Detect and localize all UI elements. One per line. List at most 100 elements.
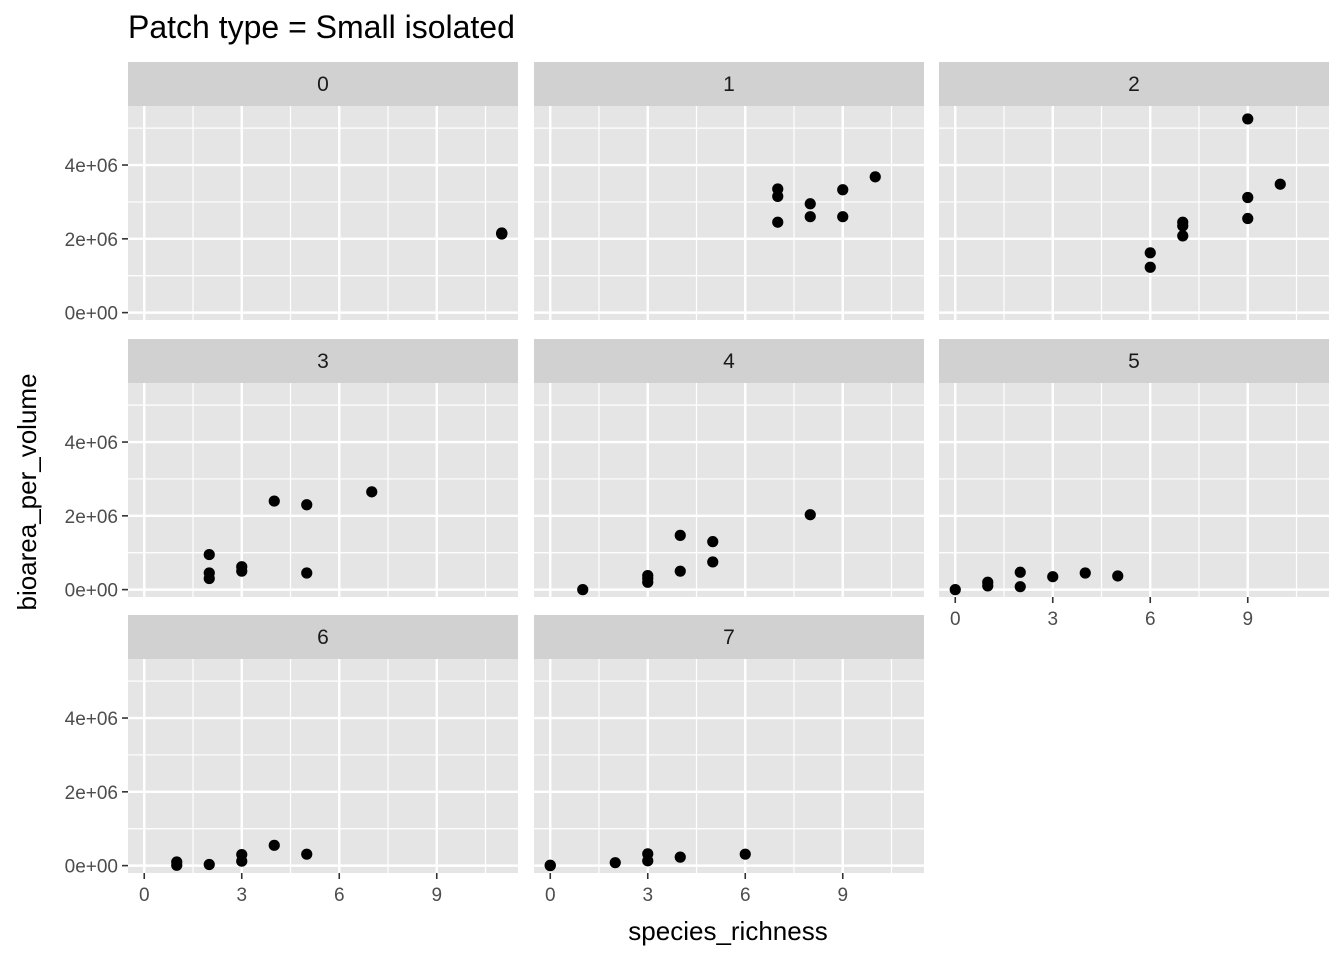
y-tick-label: 2e+06 [65,507,118,528]
data-point [301,848,313,860]
facet-strip [128,62,518,106]
data-point [772,216,784,228]
data-point [1112,570,1124,582]
data-point [366,486,378,498]
data-point [674,851,686,863]
facet-panel-7: 7 0 3 6 9 [534,615,924,906]
data-point [674,565,686,577]
data-point [804,211,816,223]
facet-panel-3: 3 0e+00 2e+06 4e+06 [65,339,518,602]
data-point [772,190,784,202]
data-point [982,580,994,592]
x-tick-label: 6 [334,885,345,906]
data-point [203,572,215,585]
data-point [869,171,881,183]
chart-title: Patch type = Small isolated [128,9,515,45]
data-point [544,859,556,871]
y-tick-label: 0e+00 [65,857,118,878]
panel-background [128,383,518,597]
data-point [1014,566,1026,578]
facet-strip-label: 3 [317,350,329,373]
y-axis-title: bioarea_per_volume [12,373,42,610]
facet-strip-label: 6 [317,626,329,649]
facet-strip-label: 1 [723,73,735,96]
y-tick-label: 0e+00 [65,581,118,602]
x-tick-label: 3 [236,885,247,906]
data-point [301,499,313,511]
data-point [301,567,313,579]
facet-strip-label: 4 [723,350,735,373]
panel-background [939,106,1329,320]
x-tick-label: 3 [642,885,653,906]
data-point [642,855,654,867]
panel-background [534,659,924,873]
x-tick-label: 9 [1242,609,1253,630]
data-point [268,495,280,507]
facet-strip-label: 0 [317,73,329,96]
data-point [804,509,816,521]
facet-strip-label: 2 [1128,73,1140,96]
data-point [268,839,280,851]
facet-panel-1: 1 [534,62,924,320]
data-point [739,848,751,860]
facet-panel-6: 6 0e+00 2e+06 4e+06 0 3 6 9 [65,615,518,906]
data-point [949,584,961,596]
data-point [1047,571,1059,583]
data-point [577,584,589,596]
x-tick-label: 6 [740,885,751,906]
data-point [1242,212,1254,225]
y-tick-label: 4e+06 [65,433,118,454]
data-point [707,556,719,568]
y-tick-label: 2e+06 [65,783,118,804]
x-tick-label: 3 [1047,609,1058,630]
facet-strip [128,339,518,383]
data-point [1079,567,1091,579]
facet-strip [939,62,1329,106]
data-point [1177,220,1189,232]
panel-background [128,106,518,320]
data-point [1242,113,1254,125]
y-tick-label: 4e+06 [65,156,118,177]
data-point [804,198,816,210]
data-point [203,548,215,561]
panel-background [534,383,924,597]
facet-panel-5: 5 0 3 6 9 [939,339,1329,630]
facet-panel-4: 4 [534,339,924,597]
data-point [837,184,849,196]
data-point [1144,247,1156,259]
facet-strip-label: 7 [723,626,735,649]
data-point [1242,191,1254,204]
data-point [837,211,849,223]
y-tick-label: 2e+06 [65,230,118,251]
panel-background [534,106,924,320]
facet-strip-label: 5 [1128,350,1140,373]
y-tick-label: 4e+06 [65,709,118,730]
y-tick-label: 0e+00 [65,304,118,325]
data-point [236,855,248,867]
data-point [707,536,719,548]
data-point [1014,581,1026,593]
x-tick-label: 6 [1145,609,1156,630]
data-point [1177,230,1189,242]
facet-strip [939,339,1329,383]
facet-panel-2: 2 [939,62,1329,320]
data-point [171,859,183,871]
data-point [203,858,215,871]
x-tick-label: 0 [139,885,150,906]
data-point [1144,261,1156,273]
data-point [609,857,621,869]
data-point [236,565,248,577]
facet-panels: 0 0e+00 2e+06 4e+06 1 2 3 0e+00 2e+06 4e+06 4 5 0 3 6 9… [65,62,1329,906]
panel-background [939,383,1329,597]
data-point [496,228,508,240]
facet-strip [534,62,924,106]
x-axis-title: species_richness [628,916,827,946]
panel-background [128,659,518,873]
facet-strip [128,615,518,659]
data-point [642,576,654,588]
facet-strip [534,339,924,383]
x-tick-label: 0 [950,609,961,630]
facet-strip [534,615,924,659]
x-tick-label: 0 [545,885,556,906]
